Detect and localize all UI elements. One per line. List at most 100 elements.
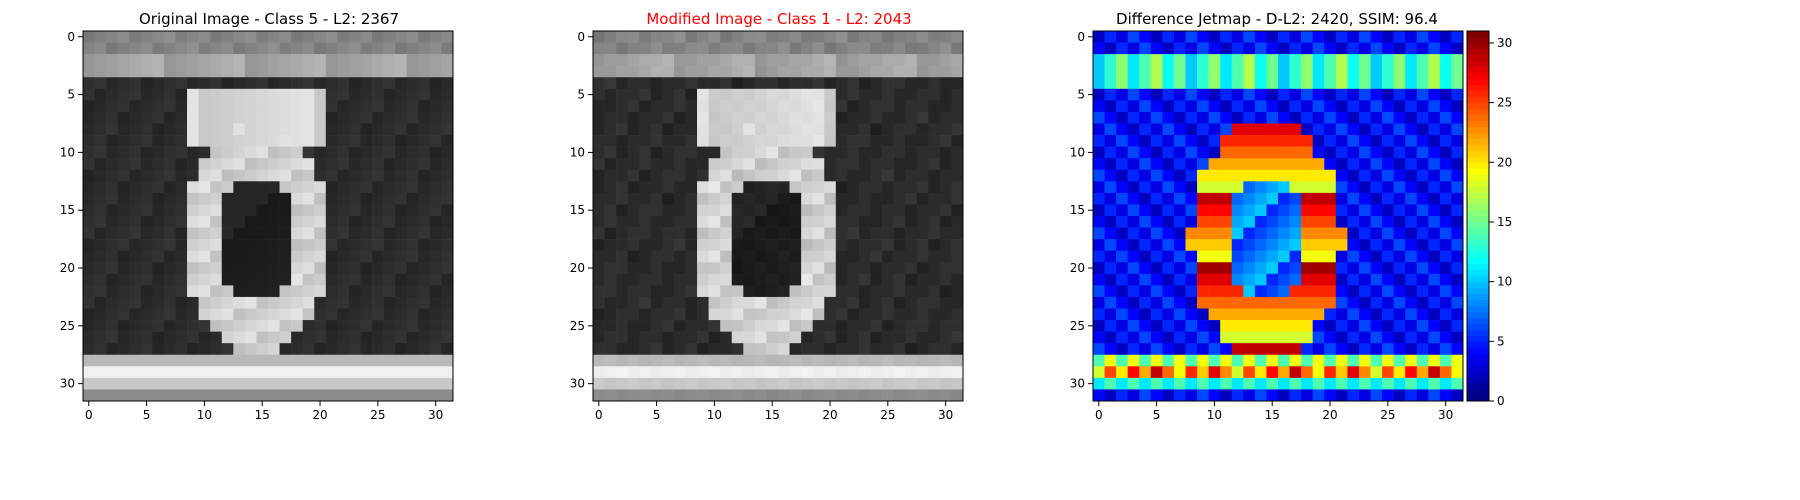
heatmap-cell [882,251,894,263]
heatmap-cell [732,112,744,124]
heatmap-cell [766,158,778,170]
heatmap-cell [674,147,686,159]
heatmap-cell [106,378,118,390]
heatmap-cell [430,343,442,355]
heatmap-cell [314,100,326,112]
heatmap-cell [314,135,326,147]
heatmap-cell [372,285,384,297]
heatmap-cell [372,124,384,136]
heatmap-cell [743,170,755,182]
heatmap-cell [628,216,640,228]
heatmap-cell [106,170,118,182]
heatmap-cell [129,262,141,274]
heatmap-cell [83,366,95,378]
heatmap-cell [1232,274,1244,286]
heatmap-cell [1290,285,1302,297]
heatmap-cell [1105,193,1117,205]
heatmap-cell [303,366,315,378]
heatmap-cell [628,355,640,367]
heatmap-cell [337,332,349,344]
heatmap-cell [790,170,802,182]
heatmap-cell [1139,332,1151,344]
heatmap-cell [245,320,257,332]
heatmap-cell [245,309,257,321]
heatmap-cell [268,228,280,240]
heatmap-cell [743,285,755,297]
heatmap-cell [790,193,802,205]
heatmap-cell [349,332,361,344]
heatmap-cell [1128,216,1140,228]
heatmap-cell [361,378,373,390]
heatmap-cell [176,309,188,321]
heatmap-cell [1371,124,1383,136]
heatmap-cell [1324,343,1336,355]
heatmap-cell [372,274,384,286]
colorbar-segment [1467,198,1489,204]
heatmap-cell [337,204,349,216]
heatmap-cell [1255,297,1267,309]
heatmap-cell [1255,77,1267,89]
heatmap-cell [210,309,222,321]
heatmap-cell [917,274,929,286]
heatmap-cell [628,54,640,66]
heatmap-cell [210,251,222,263]
heatmap-cell [337,112,349,124]
y-tick-label: 30 [1070,377,1085,391]
heatmap-cell [233,158,245,170]
heatmap-cell [141,262,153,274]
heatmap-cell [871,389,883,401]
heatmap-cell [222,124,234,136]
heatmap-cell [361,239,373,251]
heatmap-cell [280,262,292,274]
heatmap-cell [441,251,453,263]
heatmap-cell [1128,366,1140,378]
heatmap-cell [720,297,732,309]
heatmap-cell [824,309,836,321]
heatmap-cell [407,112,419,124]
heatmap-cell [1209,285,1221,297]
heatmap-cell [1232,378,1244,390]
heatmap-cell [407,193,419,205]
heatmap-cell [1151,54,1163,66]
heatmap-cell [141,66,153,78]
heatmap-cell [1278,389,1290,401]
heatmap-cell [256,43,268,55]
heatmap-cell [256,158,268,170]
heatmap-cell [1162,320,1174,332]
heatmap-cell [141,54,153,66]
heatmap-cell [106,193,118,205]
heatmap-cell [152,170,164,182]
heatmap-cell [674,343,686,355]
heatmap-cell [1451,135,1463,147]
heatmap-cell [847,320,859,332]
heatmap-cell [951,43,963,55]
heatmap-cell [1313,135,1325,147]
heatmap-cell [743,309,755,321]
heatmap-cell [1440,181,1452,193]
heatmap-cell [1336,320,1348,332]
heatmap-cell [605,309,617,321]
heatmap-cell [859,170,871,182]
heatmap-cell [141,204,153,216]
heatmap-cell [384,251,396,263]
heatmap-cell [686,285,698,297]
heatmap-cell [824,251,836,263]
heatmap-cell [894,31,906,43]
heatmap-cell [384,193,396,205]
heatmap-cell [1151,216,1163,228]
heatmap-cell [778,239,790,251]
heatmap-cell [1290,366,1302,378]
heatmap-cell [917,320,929,332]
heatmap-cell [847,43,859,55]
heatmap-cell [755,343,767,355]
heatmap-cell [430,193,442,205]
heatmap-cell [1209,43,1221,55]
heatmap-cell [709,54,721,66]
heatmap-cell [1451,193,1463,205]
heatmap-cell [1347,181,1359,193]
heatmap-cell [686,332,698,344]
heatmap-cell [303,100,315,112]
heatmap-cell [1394,89,1406,101]
heatmap-cell [593,193,605,205]
heatmap-cell [674,77,686,89]
